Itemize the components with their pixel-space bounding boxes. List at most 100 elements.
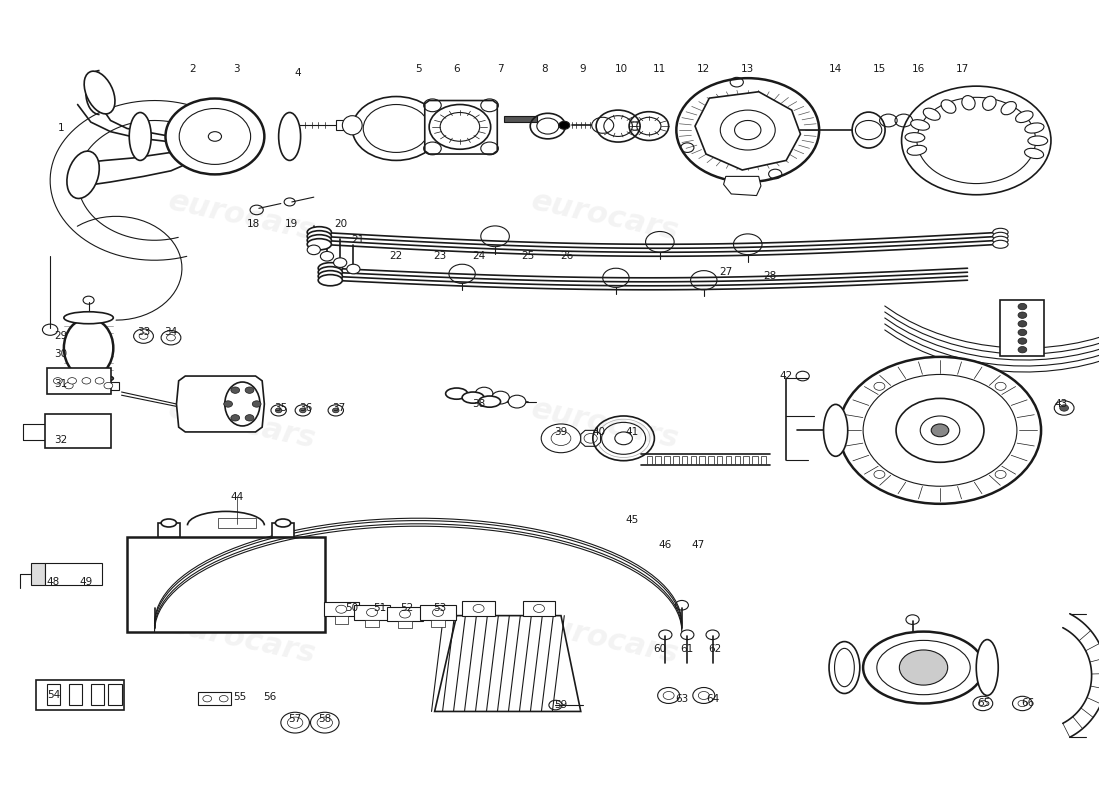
Circle shape bbox=[346, 264, 360, 274]
Text: 12: 12 bbox=[697, 63, 711, 74]
Text: 65: 65 bbox=[977, 698, 991, 709]
Ellipse shape bbox=[307, 234, 331, 246]
Ellipse shape bbox=[478, 396, 500, 407]
Ellipse shape bbox=[64, 318, 113, 378]
Bar bbox=[272, 523, 294, 538]
Text: 63: 63 bbox=[675, 694, 689, 705]
Text: eurocars: eurocars bbox=[528, 394, 681, 454]
Circle shape bbox=[508, 395, 526, 408]
Bar bbox=[752, 456, 758, 464]
Circle shape bbox=[320, 251, 333, 261]
Circle shape bbox=[231, 414, 240, 421]
Text: 15: 15 bbox=[873, 63, 887, 74]
Ellipse shape bbox=[462, 392, 484, 403]
Ellipse shape bbox=[864, 631, 984, 703]
Bar bbox=[1000, 300, 1044, 356]
Text: 59: 59 bbox=[554, 700, 568, 710]
Polygon shape bbox=[32, 563, 45, 586]
Text: 22: 22 bbox=[389, 251, 403, 262]
Bar bbox=[522, 602, 556, 616]
Bar bbox=[726, 456, 732, 464]
Ellipse shape bbox=[923, 108, 940, 120]
Bar bbox=[109, 684, 121, 705]
Polygon shape bbox=[176, 376, 264, 432]
Bar bbox=[647, 456, 652, 464]
Text: 45: 45 bbox=[626, 514, 639, 525]
Bar bbox=[664, 456, 670, 464]
Ellipse shape bbox=[1024, 148, 1044, 158]
Ellipse shape bbox=[318, 270, 342, 282]
Ellipse shape bbox=[64, 312, 113, 324]
Bar bbox=[218, 518, 255, 528]
Text: 33: 33 bbox=[136, 327, 150, 337]
Circle shape bbox=[252, 401, 261, 407]
Circle shape bbox=[96, 378, 104, 384]
Circle shape bbox=[559, 122, 570, 130]
Ellipse shape bbox=[852, 112, 886, 148]
Circle shape bbox=[104, 382, 113, 389]
Text: 38: 38 bbox=[472, 399, 485, 409]
Circle shape bbox=[223, 401, 232, 407]
Circle shape bbox=[1018, 303, 1026, 310]
Text: 19: 19 bbox=[285, 219, 298, 230]
Ellipse shape bbox=[318, 262, 342, 274]
Circle shape bbox=[245, 387, 254, 394]
Ellipse shape bbox=[1027, 136, 1047, 146]
Circle shape bbox=[245, 414, 254, 421]
Ellipse shape bbox=[161, 519, 176, 527]
Circle shape bbox=[1018, 346, 1026, 353]
Ellipse shape bbox=[307, 226, 331, 238]
Text: eurocars: eurocars bbox=[166, 394, 319, 454]
Bar bbox=[462, 602, 495, 616]
Text: 37: 37 bbox=[332, 403, 345, 413]
Bar bbox=[708, 456, 714, 464]
Text: 53: 53 bbox=[433, 602, 447, 613]
Ellipse shape bbox=[992, 232, 1008, 240]
Text: 49: 49 bbox=[80, 577, 94, 587]
Text: 18: 18 bbox=[246, 219, 260, 230]
Ellipse shape bbox=[824, 404, 848, 456]
Text: 20: 20 bbox=[334, 219, 348, 230]
Bar bbox=[45, 563, 102, 586]
Polygon shape bbox=[724, 176, 761, 195]
Circle shape bbox=[900, 650, 948, 685]
Circle shape bbox=[231, 387, 240, 394]
Text: 5: 5 bbox=[415, 63, 421, 74]
Text: 32: 32 bbox=[55, 435, 68, 445]
Text: 14: 14 bbox=[829, 63, 843, 74]
Circle shape bbox=[932, 424, 949, 437]
Text: 58: 58 bbox=[318, 714, 331, 725]
Text: 26: 26 bbox=[560, 251, 573, 262]
Ellipse shape bbox=[1015, 111, 1033, 122]
Bar bbox=[761, 456, 767, 464]
Bar bbox=[47, 368, 111, 394]
Ellipse shape bbox=[992, 228, 1008, 236]
Text: 66: 66 bbox=[1021, 698, 1034, 709]
Ellipse shape bbox=[342, 116, 362, 135]
Bar bbox=[58, 382, 119, 390]
Circle shape bbox=[65, 382, 74, 389]
Ellipse shape bbox=[905, 133, 925, 142]
Bar bbox=[47, 684, 60, 705]
Circle shape bbox=[1018, 312, 1026, 318]
Text: 24: 24 bbox=[472, 251, 485, 262]
Text: 42: 42 bbox=[780, 371, 793, 381]
Text: 9: 9 bbox=[580, 63, 586, 74]
Text: 39: 39 bbox=[554, 427, 568, 437]
Text: 25: 25 bbox=[521, 251, 535, 262]
Text: eurocars: eurocars bbox=[528, 610, 681, 670]
Bar bbox=[69, 684, 82, 705]
Text: 31: 31 bbox=[55, 379, 68, 389]
Circle shape bbox=[1059, 405, 1068, 411]
Text: eurocars: eurocars bbox=[528, 186, 681, 246]
Polygon shape bbox=[581, 430, 601, 446]
Text: 8: 8 bbox=[541, 63, 548, 74]
Text: 44: 44 bbox=[230, 493, 243, 502]
Bar bbox=[682, 456, 688, 464]
Ellipse shape bbox=[278, 113, 300, 161]
Text: eurocars: eurocars bbox=[166, 610, 319, 670]
Ellipse shape bbox=[307, 230, 331, 242]
Bar bbox=[126, 538, 324, 631]
Bar bbox=[387, 607, 422, 622]
Bar bbox=[198, 692, 231, 705]
